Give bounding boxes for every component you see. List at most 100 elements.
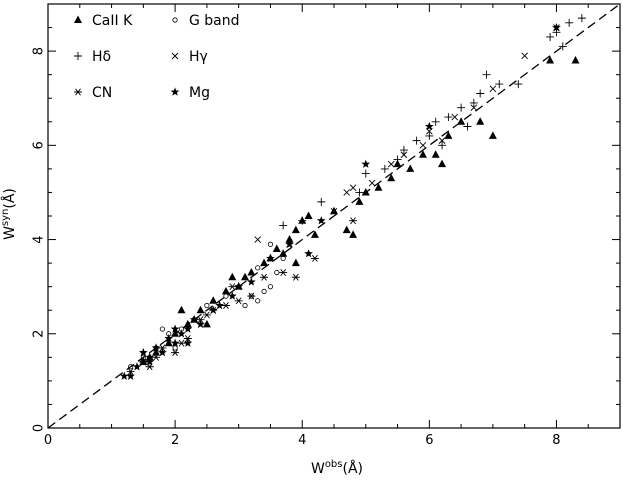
data-point-series-2 (317, 197, 326, 206)
data-point-series-5 (316, 216, 326, 225)
data-point-series-0 (291, 258, 300, 267)
legend-label-5: Mg (189, 85, 210, 101)
x-tick-label: 8 (552, 433, 560, 448)
y-tick-label: 4 (32, 235, 47, 243)
data-point-series-0 (152, 348, 161, 356)
data-point-series-1 (128, 364, 134, 370)
data-point-series-5 (304, 249, 313, 258)
x-axis-label-sup: obs (325, 459, 343, 470)
data-point-series-0 (164, 338, 173, 347)
data-point-series-0 (546, 56, 555, 64)
data-point-series-2 (355, 188, 364, 197)
data-point-series-1 (172, 345, 178, 351)
data-point-series-0 (418, 150, 427, 158)
x-axis-label-unit: (Å) (343, 460, 364, 477)
data-point-series-0 (202, 319, 211, 328)
x-tick-label: 6 (425, 433, 433, 448)
data-point-series-4 (126, 367, 135, 375)
data-point-series-0 (374, 183, 383, 191)
data-point-series-2 (565, 18, 574, 27)
data-point-series-2 (482, 70, 491, 79)
data-point-series-3 (368, 179, 376, 187)
data-point-series-0 (209, 296, 218, 304)
data-point-series-1 (159, 326, 165, 332)
data-point-series-0 (304, 211, 313, 219)
series-5-points (119, 22, 561, 380)
data-point-series-1 (242, 302, 248, 309)
data-point-series-5 (126, 371, 135, 380)
data-point-series-3 (489, 85, 497, 93)
data-point-series-5 (247, 277, 256, 286)
data-point-series-0 (272, 244, 281, 252)
data-point-series-4 (171, 349, 180, 357)
data-point-series-2 (399, 146, 408, 155)
data-point-series-1 (204, 302, 210, 309)
data-point-series-2 (476, 89, 485, 98)
y-tick-label: 6 (32, 141, 47, 149)
data-point-series-3 (438, 137, 446, 144)
data-point-series-4 (260, 273, 269, 281)
data-point-series-2 (552, 28, 561, 37)
data-point-series-3 (330, 207, 338, 215)
data-point-series-0 (406, 164, 415, 172)
data-point-series-0 (431, 150, 440, 158)
data-point-series-0 (444, 131, 453, 139)
data-point-series-0 (310, 230, 319, 238)
data-point-series-5 (234, 282, 244, 291)
data-point-series-5 (208, 305, 218, 314)
data-point-series-5 (552, 22, 561, 32)
y-axis-label-main: W (2, 226, 18, 240)
data-point-series-2 (380, 164, 389, 173)
data-point-series-0 (342, 225, 351, 234)
data-point-series-1 (274, 269, 280, 276)
data-point-series-0 (361, 187, 370, 196)
data-point-series-0 (457, 117, 466, 125)
data-point-series-1 (223, 293, 229, 299)
data-point-series-5 (170, 338, 180, 347)
data-point-series-4 (158, 344, 167, 352)
y-axis-label: Wsyn(Å) (0, 188, 18, 240)
data-point-series-5 (215, 300, 224, 310)
legend-label-3: Hγ (189, 49, 208, 65)
x-axis-label-main: W (311, 461, 325, 477)
data-point-series-0 (387, 173, 396, 182)
data-point-series-3 (451, 113, 459, 121)
legend-label-4: CN (92, 85, 112, 101)
data-point-series-3 (343, 189, 351, 196)
data-point-series-0 (177, 305, 186, 314)
y-tick-label: 8 (32, 47, 47, 55)
data-point-series-1 (280, 255, 286, 261)
data-point-series-5 (177, 329, 186, 338)
data-point-series-5 (151, 343, 161, 352)
data-point-series-0 (196, 305, 205, 314)
legend-marker-1 (172, 17, 178, 23)
data-point-series-0 (228, 272, 237, 281)
x-tick-label: 0 (44, 433, 52, 448)
data-point-series-5 (164, 333, 174, 343)
data-point-series-1 (267, 241, 274, 247)
data-point-series-0 (355, 197, 364, 205)
data-point-series-3 (419, 142, 427, 149)
legend-marker-4 (74, 88, 82, 96)
series-1-points (128, 241, 286, 370)
data-point-series-4 (247, 292, 256, 300)
data-point-series-2 (361, 169, 370, 178)
data-point-series-0 (221, 286, 230, 295)
legend-marker-3 (171, 52, 179, 60)
x-tick-label: 2 (171, 433, 179, 448)
data-point-series-5 (361, 159, 371, 168)
legend-label-0: CaII K (92, 13, 133, 29)
data-point-series-3 (254, 236, 262, 243)
data-point-series-0 (330, 206, 338, 215)
data-point-series-5 (119, 371, 129, 380)
data-point-series-0 (488, 131, 497, 139)
data-point-series-5 (138, 357, 148, 366)
data-point-series-4 (152, 353, 161, 361)
data-point-series-5 (183, 338, 193, 347)
data-point-series-1 (267, 284, 274, 290)
data-point-series-2 (558, 42, 567, 51)
data-point-series-3 (349, 184, 357, 192)
data-point-series-0 (349, 230, 358, 238)
data-point-series-2 (444, 113, 453, 122)
